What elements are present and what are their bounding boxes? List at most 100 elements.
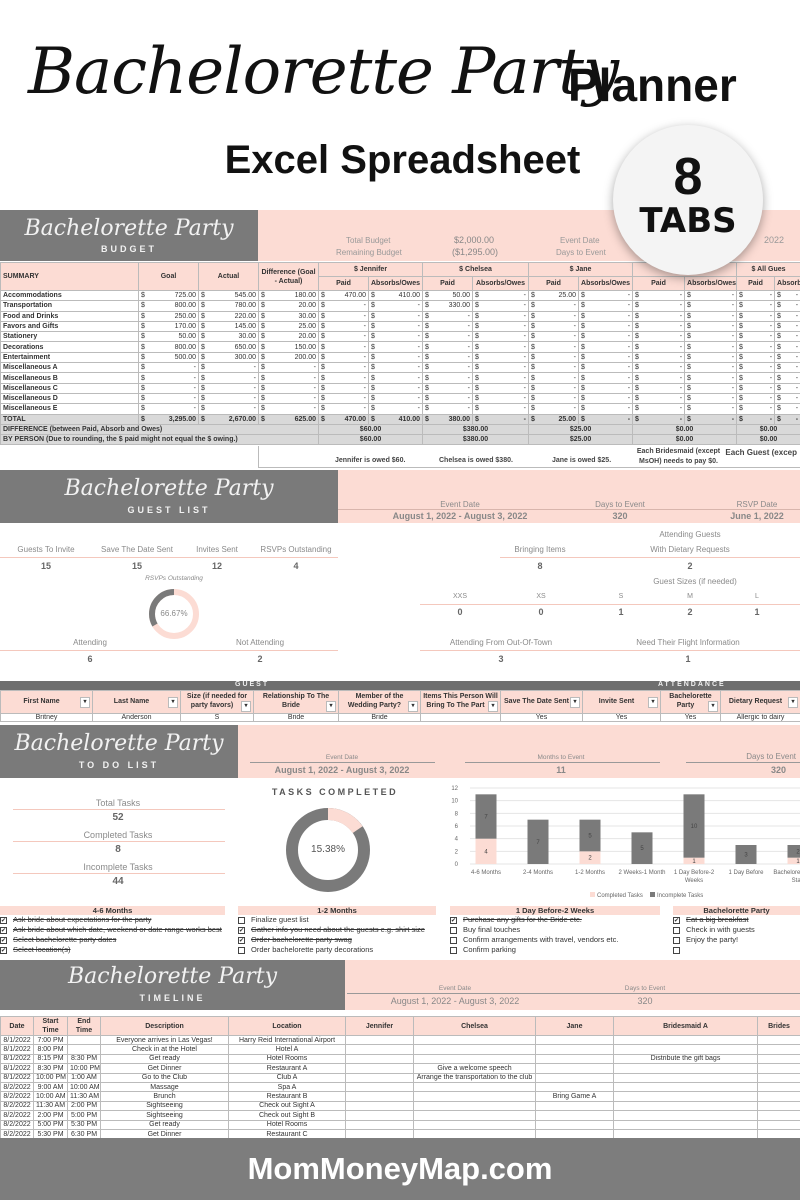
timeline-cell[interactable]: [613, 1110, 758, 1121]
todo-item[interactable]: Buy final touches: [450, 925, 660, 935]
todo-item[interactable]: Enjoy the party!: [673, 935, 800, 945]
timeline-cell[interactable]: [535, 1081, 614, 1093]
filter-dropdown-icon[interactable]: ▾: [408, 701, 418, 712]
checkbox[interactable]: ✔: [0, 936, 7, 944]
timeline-cell[interactable]: [757, 1100, 800, 1112]
todo-item[interactable]: Confirm parking: [450, 945, 660, 955]
timeline-cell[interactable]: Hotel Rooms: [228, 1053, 346, 1065]
todo-item[interactable]: Check in with guests: [673, 925, 800, 935]
timeline-cell[interactable]: Sightseeing: [100, 1100, 229, 1112]
timeline-cell[interactable]: 8/2/2022: [0, 1100, 34, 1112]
checkbox[interactable]: ✔: [238, 936, 245, 944]
checkbox[interactable]: ✔: [450, 916, 457, 924]
timeline-cell[interactable]: [345, 1053, 414, 1065]
timeline-cell[interactable]: 9:00 AM: [33, 1081, 68, 1093]
timeline-cell[interactable]: [345, 1110, 414, 1121]
timeline-cell[interactable]: Harry Reid International Airport: [228, 1034, 346, 1046]
filter-dropdown-icon[interactable]: ▾: [570, 696, 580, 708]
timeline-cell[interactable]: [535, 1034, 614, 1046]
timeline-cell[interactable]: Check out Sight B: [228, 1110, 346, 1121]
timeline-cell[interactable]: [613, 1081, 758, 1093]
timeline-cell[interactable]: [613, 1072, 758, 1083]
timeline-cell[interactable]: 8/1/2022: [0, 1072, 34, 1083]
filter-dropdown-icon[interactable]: ▾: [708, 701, 718, 712]
timeline-cell[interactable]: Everyone arrives in Las Vegas!: [100, 1034, 229, 1046]
timeline-cell[interactable]: Restaurant A: [228, 1063, 346, 1074]
timeline-cell[interactable]: 7:00 PM: [33, 1034, 68, 1046]
todo-item[interactable]: Confirm arrangements with travel, vendor…: [450, 935, 660, 945]
filter-dropdown-icon[interactable]: ▾: [80, 696, 90, 708]
timeline-cell[interactable]: [613, 1034, 758, 1046]
timeline-cell[interactable]: 10:00 AM: [67, 1081, 101, 1093]
timeline-cell[interactable]: Check in at the Hotel: [100, 1044, 229, 1055]
timeline-cell[interactable]: [535, 1110, 614, 1121]
checkbox[interactable]: ✔: [0, 926, 7, 934]
todo-item[interactable]: ✔ Order bachelorette party swag: [238, 935, 436, 945]
timeline-cell[interactable]: 8/1/2022: [0, 1034, 34, 1046]
timeline-cell[interactable]: Give a welcome speech: [413, 1063, 536, 1074]
timeline-cell[interactable]: [535, 1044, 614, 1055]
timeline-cell[interactable]: [345, 1072, 414, 1083]
timeline-cell[interactable]: 11:30 AM: [33, 1100, 68, 1112]
timeline-cell[interactable]: 2:00 PM: [33, 1110, 68, 1121]
guest-cell[interactable]: Bride: [338, 713, 421, 722]
guest-cell[interactable]: Allergic to dairy: [720, 713, 800, 722]
timeline-cell[interactable]: [345, 1091, 414, 1102]
checkbox[interactable]: [238, 946, 245, 954]
guest-cell[interactable]: Anderson: [92, 713, 181, 722]
timeline-cell[interactable]: 5:00 PM: [33, 1119, 68, 1130]
todo-item[interactable]: ✔ Select location(s): [0, 945, 225, 955]
checkbox[interactable]: [450, 946, 457, 954]
timeline-cell[interactable]: 8/2/2022: [0, 1081, 34, 1093]
timeline-cell[interactable]: 8/2/2022: [0, 1110, 34, 1121]
timeline-cell[interactable]: [757, 1044, 800, 1055]
timeline-cell[interactable]: [345, 1081, 414, 1093]
timeline-cell[interactable]: 11:30 AM: [67, 1091, 101, 1102]
timeline-cell[interactable]: [757, 1034, 800, 1046]
timeline-cell[interactable]: Hotel Rooms: [228, 1119, 346, 1130]
timeline-cell[interactable]: [757, 1091, 800, 1102]
timeline-cell[interactable]: 8:15 PM: [33, 1053, 68, 1065]
timeline-cell[interactable]: 1:00 AM: [67, 1072, 101, 1083]
guest-cell[interactable]: Yes: [582, 713, 661, 722]
todo-item[interactable]: Order bachelorette party decorations: [238, 945, 436, 955]
todo-item[interactable]: ✔ Eat a big breakfast: [673, 915, 800, 925]
timeline-cell[interactable]: Arrange the transportation to the club: [413, 1072, 536, 1083]
timeline-cell[interactable]: [413, 1034, 536, 1046]
filter-dropdown-icon[interactable]: ▾: [241, 701, 251, 712]
todo-item[interactable]: [673, 945, 800, 955]
timeline-cell[interactable]: [413, 1053, 536, 1065]
filter-dropdown-icon[interactable]: ▾: [488, 701, 498, 712]
timeline-cell[interactable]: Spa A: [228, 1081, 346, 1093]
todo-item[interactable]: ✔ Select bachelorette party dates: [0, 935, 225, 945]
timeline-cell[interactable]: Sightseeing: [100, 1110, 229, 1121]
timeline-cell[interactable]: Restaurant B: [228, 1091, 346, 1102]
checkbox[interactable]: [450, 926, 457, 934]
timeline-cell[interactable]: Get ready: [100, 1053, 229, 1065]
timeline-cell[interactable]: [613, 1044, 758, 1055]
timeline-cell[interactable]: [613, 1091, 758, 1102]
checkbox[interactable]: ✔: [0, 946, 7, 954]
timeline-cell[interactable]: [535, 1053, 614, 1065]
timeline-cell[interactable]: 8/1/2022: [0, 1044, 34, 1055]
timeline-cell[interactable]: Brunch: [100, 1091, 229, 1102]
timeline-cell[interactable]: [535, 1119, 614, 1130]
todo-item[interactable]: ✔ Purchase any gifts for the Bride etc.: [450, 915, 660, 925]
timeline-cell[interactable]: [345, 1119, 414, 1130]
timeline-cell[interactable]: [413, 1110, 536, 1121]
checkbox[interactable]: ✔: [0, 916, 7, 924]
timeline-cell[interactable]: [613, 1100, 758, 1112]
timeline-cell[interactable]: 8:30 PM: [67, 1053, 101, 1065]
filter-dropdown-icon[interactable]: ▾: [788, 696, 798, 708]
timeline-cell[interactable]: [345, 1100, 414, 1112]
timeline-cell[interactable]: 8:00 PM: [33, 1044, 68, 1055]
guest-cell[interactable]: Britney: [0, 713, 93, 722]
timeline-cell[interactable]: Hotel A: [228, 1044, 346, 1055]
todo-item[interactable]: ✔ Gather info you need about the guests e…: [238, 925, 436, 935]
timeline-cell[interactable]: [757, 1072, 800, 1083]
timeline-cell[interactable]: [757, 1063, 800, 1074]
guest-cell[interactable]: Yes: [500, 713, 583, 722]
guest-cell[interactable]: [420, 713, 501, 722]
timeline-cell[interactable]: [535, 1100, 614, 1112]
todo-item[interactable]: Finalize guest list: [238, 915, 436, 925]
